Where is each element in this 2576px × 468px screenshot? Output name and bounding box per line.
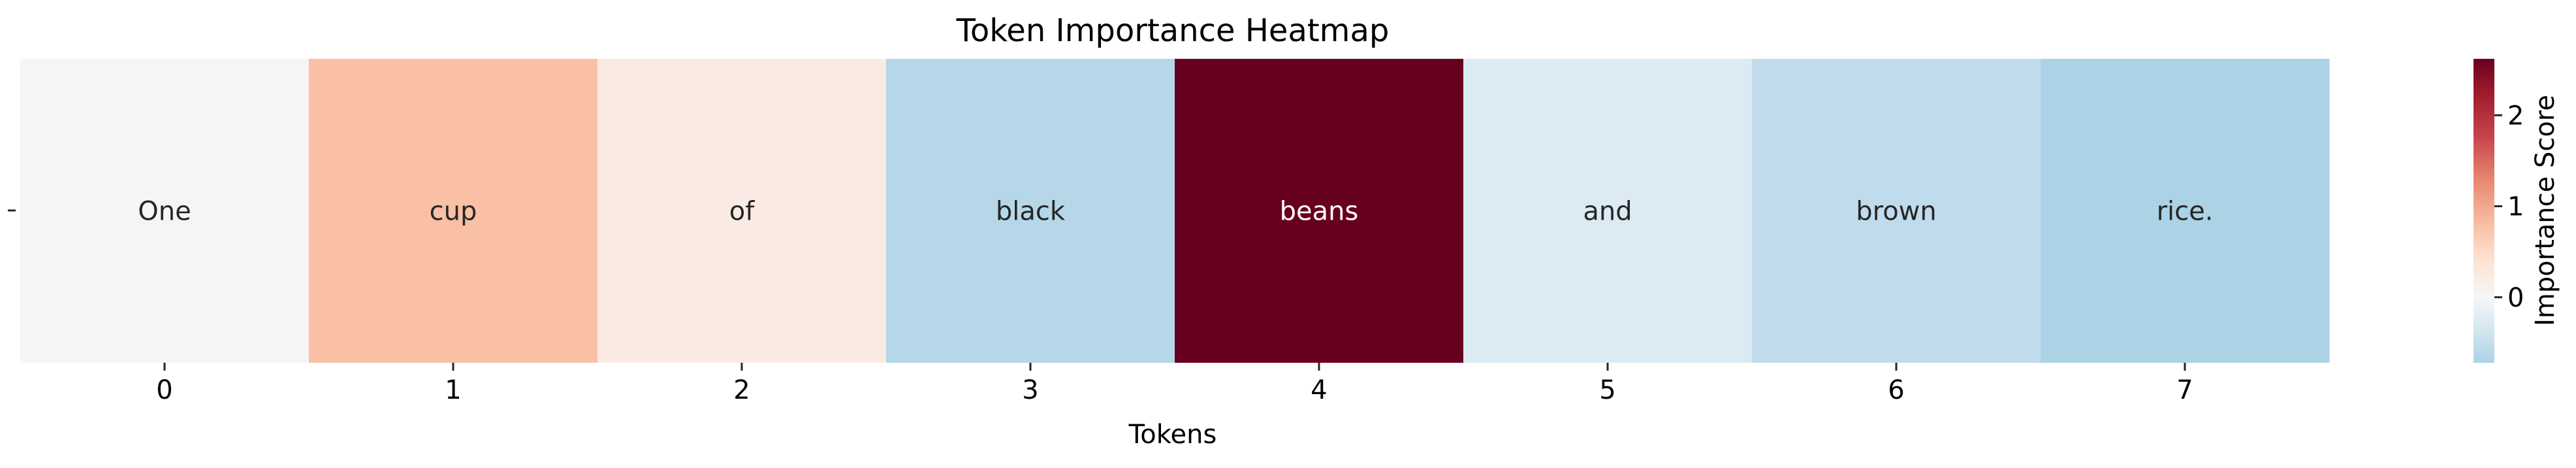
heatmap-cells <box>20 59 2330 363</box>
x-tick-label: 2 <box>733 375 750 405</box>
heatmap-cell <box>1175 59 1464 363</box>
cell-token-label: and <box>1583 197 1632 227</box>
heatmap-cell <box>597 59 887 363</box>
x-tick-label: 5 <box>1599 375 1615 405</box>
x-tick-label: 3 <box>1022 375 1038 405</box>
cell-token-label: of <box>729 197 755 227</box>
cell-token-label: rice. <box>2157 197 2214 227</box>
cell-token-label: One <box>138 197 191 227</box>
x-axis-ticks: 0 1 2 3 4 5 6 7 <box>156 363 2193 405</box>
heatmap-cell <box>886 59 1175 363</box>
x-tick-label: 6 <box>1888 375 1904 405</box>
cell-token-label: beans <box>1280 197 1359 227</box>
x-tick-label: 7 <box>2176 375 2193 405</box>
colorbar-tick-label: 2 <box>2507 101 2524 131</box>
heatmap-cell <box>2041 59 2330 363</box>
heatmap-cell <box>20 59 310 363</box>
heatmap-cell <box>1463 59 1753 363</box>
x-axis-label: Tokens <box>1128 420 1217 450</box>
cell-token-label: cup <box>430 197 477 227</box>
x-tick-label: 4 <box>1311 375 1327 405</box>
colorbar-tick-label: 1 <box>2507 192 2524 222</box>
x-tick-label: 0 <box>156 375 172 405</box>
x-tick-label: 1 <box>445 375 461 405</box>
cell-token-label: brown <box>1856 197 1937 227</box>
colorbar-label: Importance Score <box>2530 95 2560 326</box>
heatmap-cell <box>309 59 598 363</box>
heatmap-cell <box>1752 59 2041 363</box>
colorbar-ticks: 0 1 2 <box>2494 101 2524 313</box>
chart-title: Token Importance Heatmap <box>956 12 1390 49</box>
colorbar-tick-label: 0 <box>2507 283 2524 313</box>
heatmap-cell-labels: One cup of black beans and brown rice. <box>138 197 2213 227</box>
colorbar <box>2473 59 2494 363</box>
cell-token-label: black <box>996 197 1066 227</box>
